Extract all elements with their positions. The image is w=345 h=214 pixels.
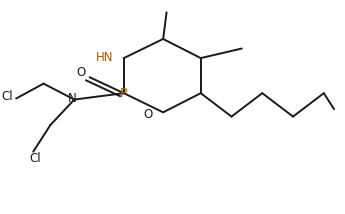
Text: O: O bbox=[77, 67, 86, 79]
Text: O: O bbox=[143, 108, 152, 121]
Text: HN: HN bbox=[96, 51, 114, 64]
Text: Cl: Cl bbox=[2, 90, 13, 103]
Text: N: N bbox=[68, 92, 77, 105]
Text: Cl: Cl bbox=[29, 152, 41, 165]
Text: P: P bbox=[120, 87, 128, 100]
